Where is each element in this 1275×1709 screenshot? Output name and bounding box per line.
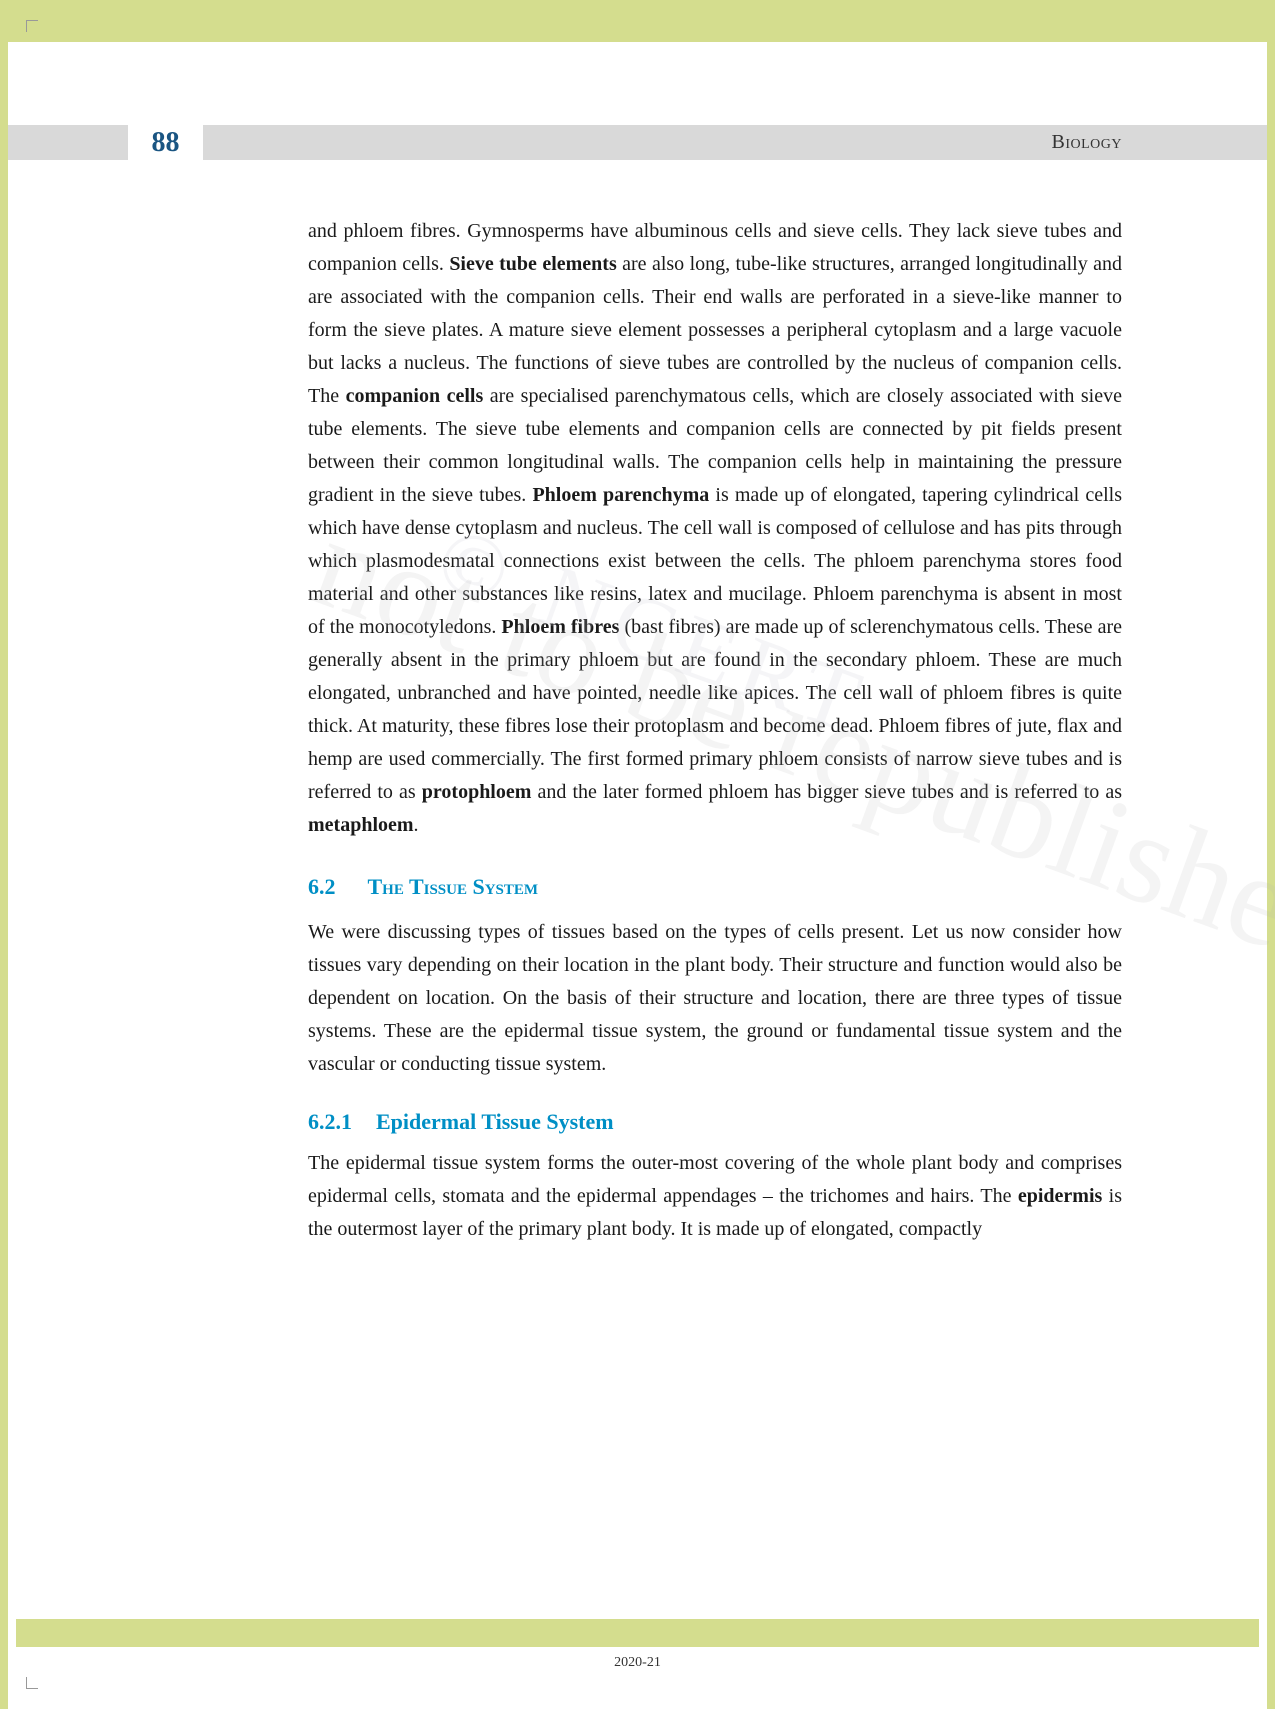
paragraph-epidermal: The epidermal tissue system forms the ou…	[308, 1147, 1122, 1246]
subsection-title: Epidermal Tissue System	[376, 1109, 614, 1134]
content-area: © NCERT not to be republished and phloem…	[8, 160, 1267, 1246]
subsection-heading-6-2-1: 6.2.1 Epidermal Tissue System	[308, 1109, 1122, 1135]
text-segment: is made up of elongated, tapering cylind…	[308, 484, 1122, 638]
bold-phloem-parenchyma: Phloem parenchyma	[532, 484, 709, 506]
text-segment: .	[414, 814, 419, 836]
bold-companion-cells: companion cells	[346, 385, 484, 407]
paragraph-phloem: and phloem fibres. Gymnosperms have albu…	[308, 215, 1122, 842]
crop-mark-icon	[26, 20, 38, 32]
bold-metaphloem: metaphloem	[308, 814, 414, 836]
page-container: 88 Biology © NCERT not to be republished…	[0, 0, 1275, 1709]
subject-title: Biology	[1052, 131, 1123, 154]
subsection-number: 6.2.1	[308, 1109, 352, 1134]
header-gap	[8, 42, 1267, 125]
bottom-bar-decoration	[16, 1619, 1259, 1647]
paragraph-tissue-system: We were discussing types of tissues base…	[308, 916, 1122, 1081]
text-segment: (bast fibres) are made up of sclerenchym…	[308, 616, 1122, 803]
bold-sieve-tube: Sieve tube elements	[449, 253, 616, 275]
section-number: 6.2	[308, 874, 336, 899]
bold-phloem-fibres: Phloem fibres	[501, 616, 619, 638]
top-margin-decoration	[8, 0, 1267, 42]
header-bar: 88 Biology	[8, 125, 1267, 160]
footer-year: 2020-21	[8, 1655, 1267, 1671]
bold-protophloem: protophloem	[422, 781, 532, 803]
section-title: The Tissue System	[368, 874, 539, 899]
bold-epidermis: epidermis	[1018, 1185, 1102, 1207]
section-heading-6-2: 6.2 The Tissue System	[308, 874, 1122, 900]
crop-mark-icon	[26, 1677, 38, 1689]
text-segment: are also long, tube-like structures, arr…	[308, 253, 1122, 407]
text-segment: and the later formed phloem has bigger s…	[531, 781, 1122, 803]
text-segment: The epidermal tissue system forms the ou…	[308, 1152, 1122, 1207]
